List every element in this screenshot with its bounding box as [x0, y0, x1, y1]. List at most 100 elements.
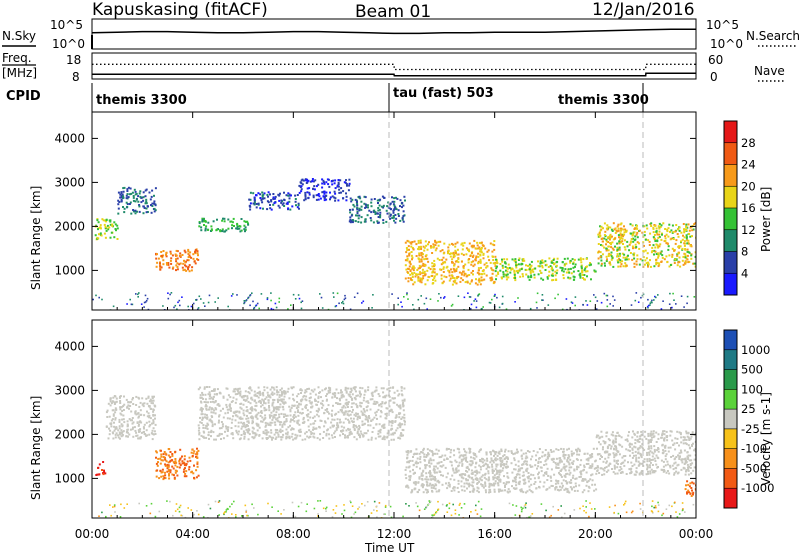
power-colorbar-tick: 12 [741, 223, 756, 237]
velocity-point [213, 401, 216, 404]
velocity-point [239, 417, 242, 420]
power-point [402, 204, 405, 207]
velocity-point [268, 394, 271, 397]
power-point [281, 203, 284, 206]
velocity-point [312, 426, 315, 429]
power-point [683, 240, 686, 243]
power-point [501, 260, 504, 263]
velocity-point [347, 410, 350, 413]
power-point [179, 254, 182, 257]
power-point [471, 244, 474, 247]
power-point [417, 239, 420, 242]
power-point [454, 242, 457, 245]
velocity-point [248, 387, 251, 390]
velocity-point [278, 406, 281, 409]
power-point [304, 191, 307, 194]
velocity-point [391, 432, 394, 435]
power-point [255, 203, 258, 205]
velocity-point [485, 451, 488, 454]
power-point [219, 230, 222, 233]
power-point [389, 213, 392, 216]
power-point [478, 246, 481, 249]
power-colorbar-tick: 20 [741, 179, 756, 193]
power-point [216, 228, 219, 231]
velocity-point [265, 438, 268, 440]
velocity-point [502, 467, 505, 470]
velocity-point [169, 451, 172, 453]
velocity-point [370, 420, 373, 422]
power-point [421, 256, 424, 259]
velocity-point [153, 395, 155, 398]
power-point [599, 234, 602, 237]
power-point [531, 268, 534, 271]
velocity-point [494, 482, 497, 485]
velocity-point [424, 464, 427, 467]
power-point [530, 264, 533, 267]
velocity-point [490, 483, 493, 486]
velocity-point [277, 408, 280, 411]
velocity-point [277, 420, 280, 423]
velocity-point [499, 460, 502, 463]
velocity-point [271, 438, 273, 441]
velocity-point [297, 414, 300, 417]
power-point [684, 228, 686, 231]
velocity-point [478, 471, 481, 474]
velocity-point [131, 417, 134, 419]
velocity-point [430, 459, 433, 462]
power-point [540, 277, 543, 280]
power-point [527, 264, 529, 267]
velocity-point [255, 422, 258, 425]
power-point [494, 262, 497, 265]
power-point [391, 196, 393, 199]
power-point [492, 259, 495, 261]
power-point [667, 235, 670, 238]
power-point [129, 187, 132, 190]
power-point [458, 271, 461, 274]
velocity-point [579, 463, 582, 466]
velocity-point [282, 391, 285, 394]
velocity-point [360, 402, 363, 405]
velocity-point [584, 478, 587, 481]
power-point [272, 196, 275, 199]
velocity-point [409, 476, 412, 479]
velocity-point [525, 460, 528, 463]
velocity-point [176, 474, 179, 477]
velocity-point [532, 474, 535, 477]
velocity-point [399, 437, 402, 440]
power-point [561, 308, 564, 310]
velocity-point [507, 491, 510, 494]
power-point [187, 256, 190, 259]
power-point [569, 261, 572, 264]
power-point [472, 245, 475, 248]
power-point [372, 210, 375, 213]
velocity-point [309, 416, 312, 419]
velocity-point [354, 386, 357, 389]
power-point [572, 261, 575, 264]
power-point [349, 216, 352, 219]
power-point [522, 258, 525, 260]
power-point [634, 243, 637, 246]
velocity-point [494, 480, 497, 483]
velocity-point [133, 426, 136, 429]
velocity-point [553, 473, 556, 476]
power-point [525, 264, 527, 267]
power-point [349, 197, 352, 200]
freq-series [92, 72, 696, 77]
velocity-point [425, 456, 428, 458]
power-point [116, 224, 119, 227]
power-point [244, 220, 247, 223]
velocity-point [349, 396, 352, 398]
velocity-point [163, 451, 166, 453]
velocity-point [355, 403, 358, 406]
power-point [393, 219, 395, 222]
velocity-point [232, 390, 235, 393]
power-point [610, 242, 612, 245]
power-point [261, 195, 264, 198]
velocity-point [238, 417, 241, 420]
power-point [611, 247, 614, 250]
velocity-point [188, 468, 191, 471]
velocity-point [193, 450, 196, 453]
velocity-point [516, 450, 519, 453]
velocity-point [188, 456, 191, 459]
velocity-point [495, 451, 498, 454]
